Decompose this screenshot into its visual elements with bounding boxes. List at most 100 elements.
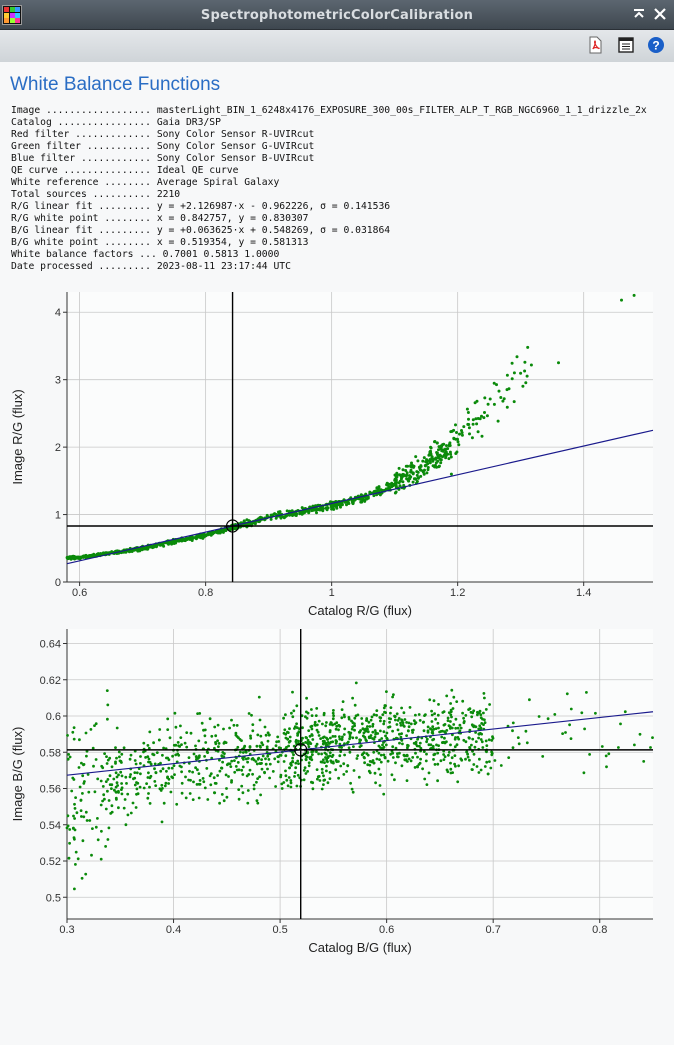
data-point xyxy=(398,741,401,745)
data-point xyxy=(282,760,286,763)
data-point xyxy=(109,812,113,815)
data-point xyxy=(175,802,179,806)
close-icon[interactable] xyxy=(652,6,668,22)
data-point xyxy=(383,704,387,707)
data-point xyxy=(203,728,207,732)
data-point xyxy=(394,761,397,765)
data-point xyxy=(424,713,427,716)
data-point xyxy=(216,749,220,753)
data-point xyxy=(135,771,139,775)
data-point xyxy=(94,825,98,829)
data-point xyxy=(309,742,313,745)
data-point xyxy=(449,702,452,705)
data-point xyxy=(365,719,368,722)
data-point xyxy=(424,463,428,467)
help-icon[interactable]: ? xyxy=(647,36,665,54)
data-point xyxy=(482,692,486,695)
document-icon[interactable] xyxy=(617,36,635,54)
data-point xyxy=(204,741,208,744)
data-point xyxy=(351,501,355,505)
data-point xyxy=(96,817,99,820)
data-point xyxy=(246,757,250,760)
data-point xyxy=(305,755,309,759)
data-point xyxy=(102,793,106,797)
data-point xyxy=(433,440,437,443)
data-point xyxy=(306,711,310,715)
data-point xyxy=(120,752,124,756)
data-point xyxy=(360,722,364,726)
data-point xyxy=(446,447,450,451)
data-point xyxy=(96,838,100,842)
shade-icon[interactable] xyxy=(631,6,647,22)
data-point xyxy=(276,755,280,758)
data-point xyxy=(431,730,434,734)
data-point xyxy=(333,722,337,726)
data-point xyxy=(466,755,470,759)
data-point xyxy=(187,778,191,782)
data-point xyxy=(368,760,372,763)
data-point xyxy=(321,736,325,739)
data-point xyxy=(457,764,460,768)
data-point xyxy=(105,762,109,765)
data-point xyxy=(266,767,269,771)
data-point xyxy=(295,726,299,730)
data-point xyxy=(338,737,342,741)
info-value: Average Spiral Galaxy xyxy=(156,177,280,188)
data-point xyxy=(568,723,571,727)
data-point xyxy=(315,750,318,754)
data-point xyxy=(431,459,435,463)
data-point xyxy=(308,734,312,738)
data-point xyxy=(409,722,413,726)
data-point xyxy=(280,787,284,790)
data-point xyxy=(158,738,161,742)
data-point xyxy=(395,471,399,475)
data-point xyxy=(407,721,411,725)
data-point xyxy=(167,758,171,762)
data-point xyxy=(432,753,436,757)
data-point xyxy=(148,760,152,764)
data-point xyxy=(447,457,451,461)
data-point xyxy=(311,508,315,512)
data-point xyxy=(430,746,433,750)
data-point xyxy=(417,465,421,469)
data-point xyxy=(103,797,106,801)
data-point xyxy=(148,776,152,779)
data-point xyxy=(516,736,520,739)
data-point xyxy=(210,734,214,738)
data-point xyxy=(471,418,475,422)
data-point xyxy=(267,758,271,761)
data-point xyxy=(455,431,458,434)
data-point xyxy=(347,716,351,719)
data-point xyxy=(425,783,429,786)
data-point xyxy=(341,735,344,739)
data-point xyxy=(317,719,321,723)
data-point xyxy=(155,751,159,754)
data-point xyxy=(470,743,473,747)
data-point xyxy=(173,773,176,776)
data-point xyxy=(525,374,529,378)
data-point xyxy=(448,441,452,445)
data-point xyxy=(328,777,332,780)
pdf-icon[interactable] xyxy=(586,36,604,54)
data-point xyxy=(488,760,491,763)
data-point xyxy=(342,713,346,717)
data-point xyxy=(375,757,379,761)
data-point xyxy=(177,539,181,543)
data-point xyxy=(454,736,457,739)
data-point xyxy=(69,557,73,561)
data-point xyxy=(331,735,335,738)
data-point xyxy=(248,745,252,748)
data-point xyxy=(315,768,319,771)
data-point xyxy=(433,712,436,715)
data-point xyxy=(246,801,250,805)
data-point xyxy=(460,433,464,437)
data-point xyxy=(138,785,142,789)
data-point xyxy=(461,711,464,715)
data-point xyxy=(80,761,83,765)
data-point xyxy=(259,762,262,765)
data-point xyxy=(307,745,311,749)
data-point xyxy=(110,787,113,790)
data-point xyxy=(84,556,88,560)
data-point xyxy=(441,449,445,453)
data-point xyxy=(381,743,384,747)
